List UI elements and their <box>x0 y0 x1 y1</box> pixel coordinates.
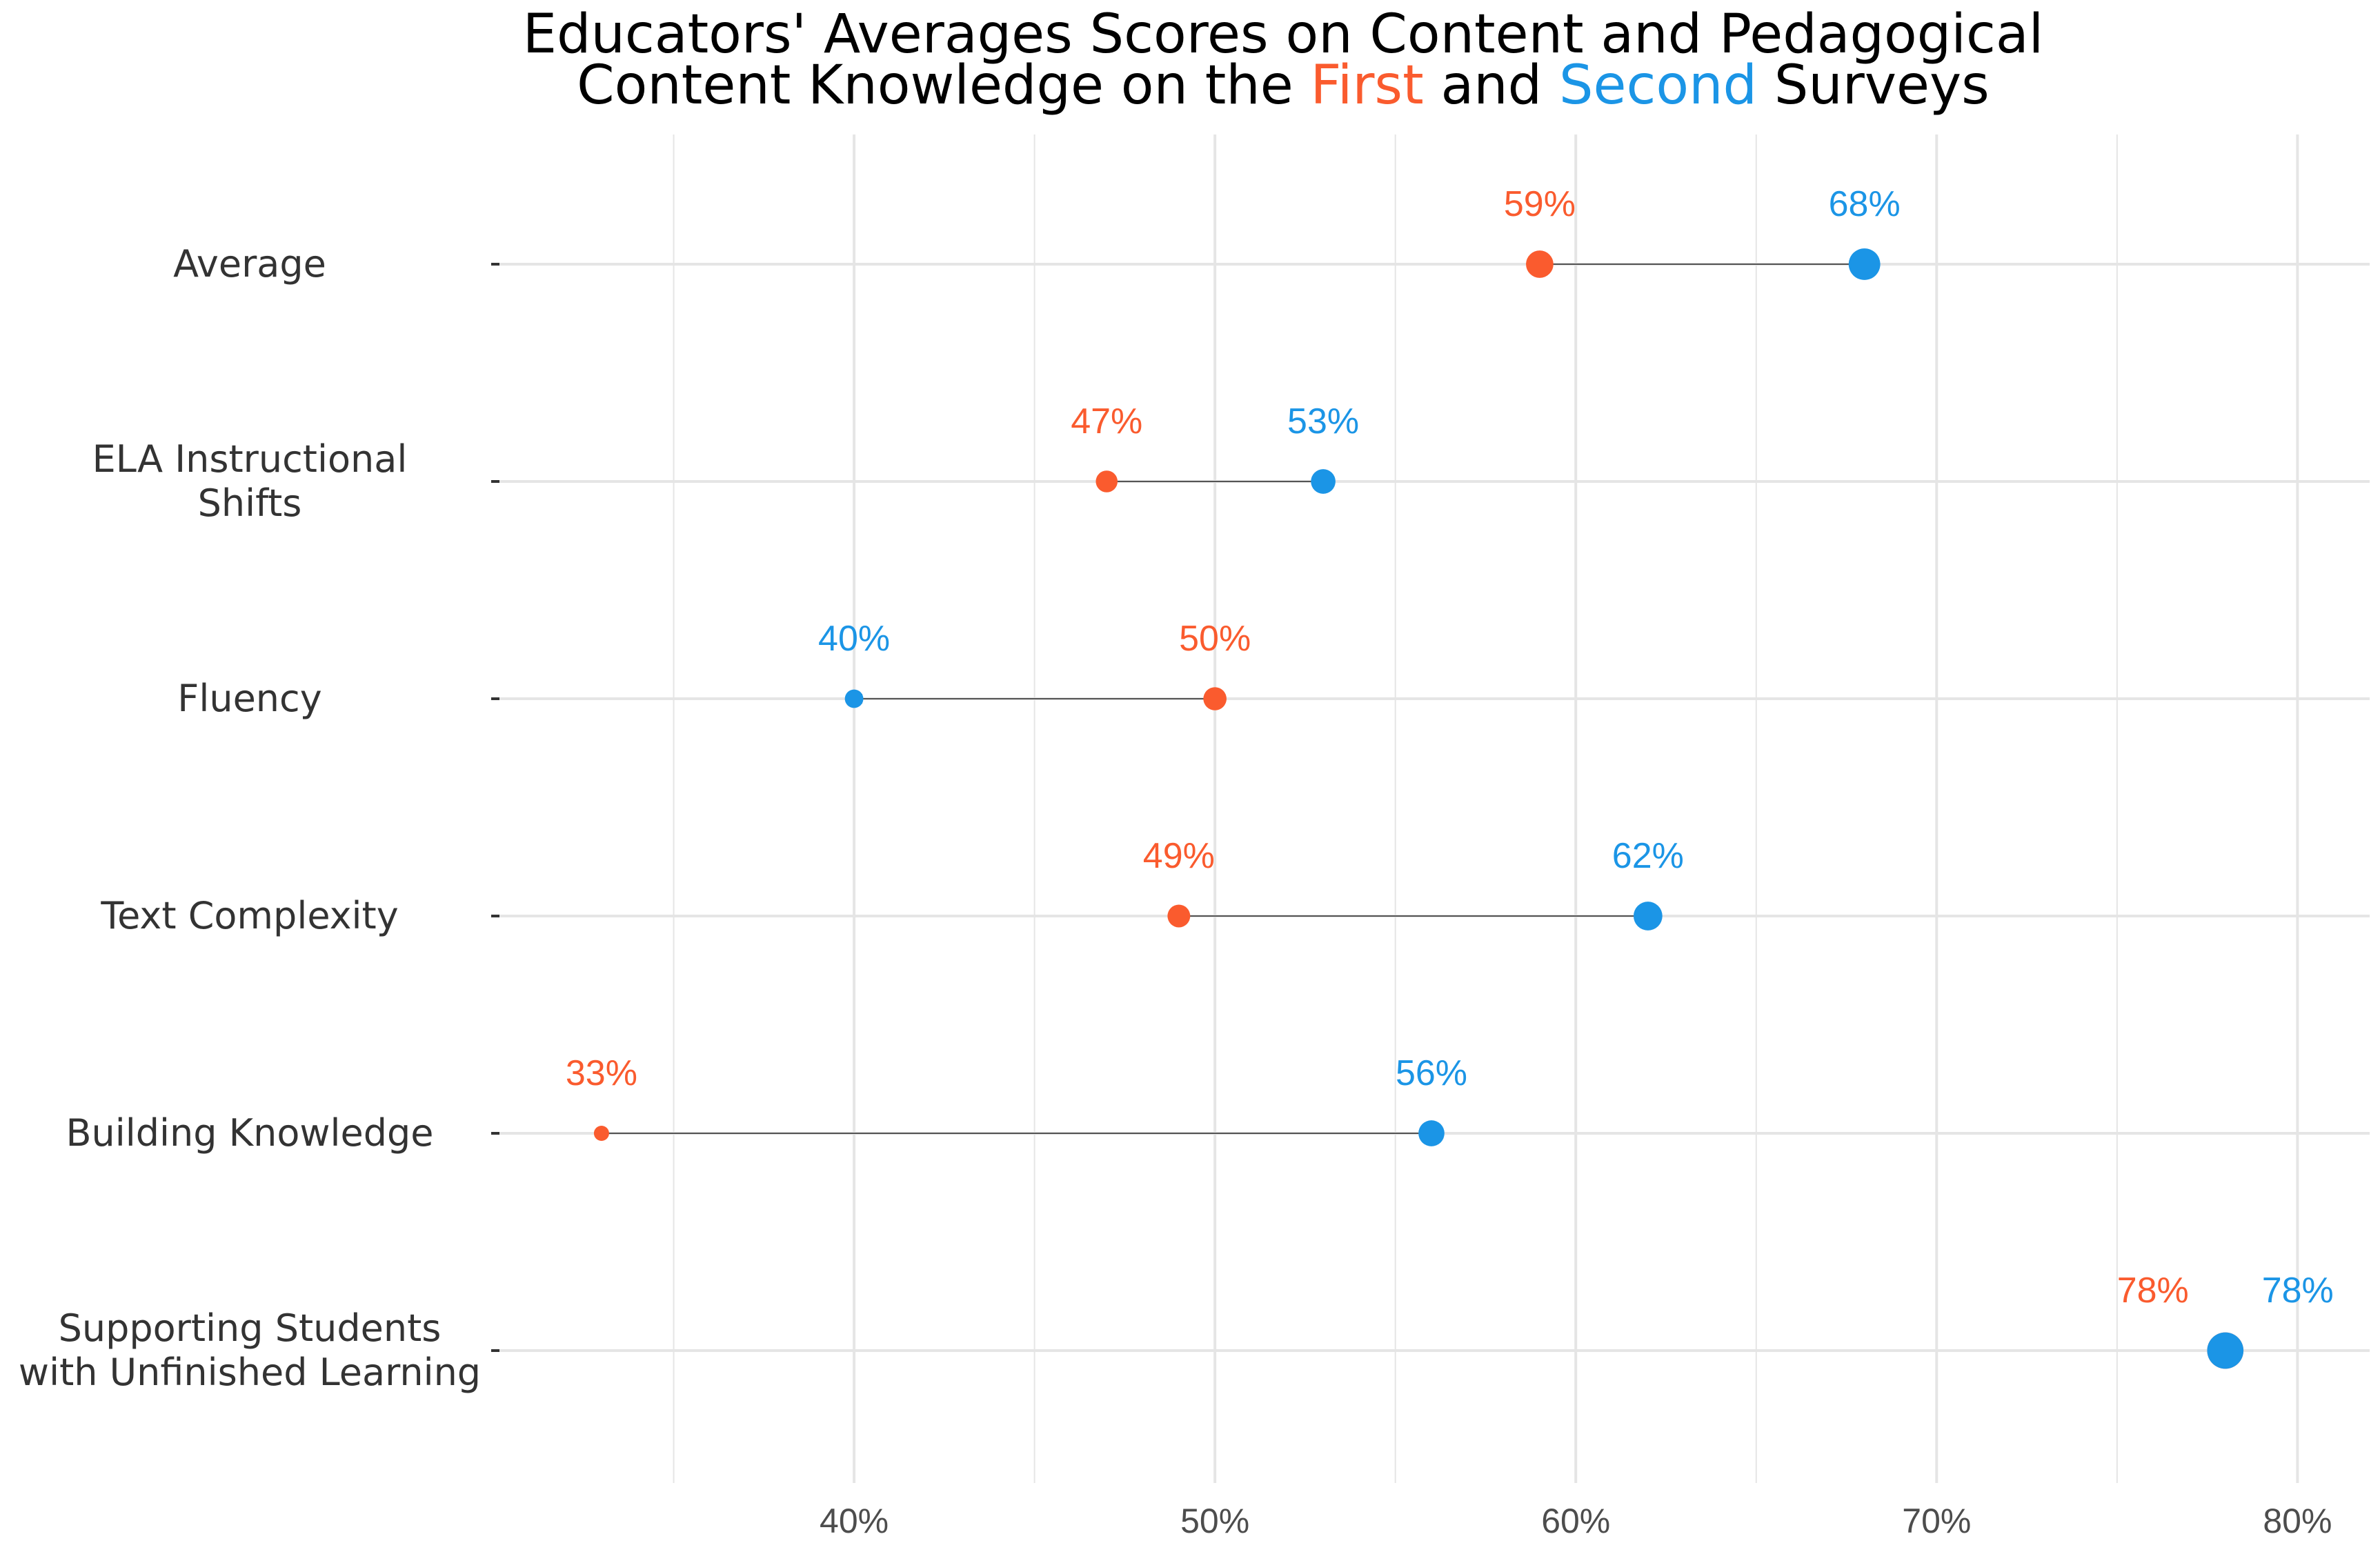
x-tick-label: 50% <box>1180 1502 1249 1540</box>
second-survey-point <box>1311 469 1336 494</box>
x-tick-label: 70% <box>1902 1502 1971 1540</box>
x-axis: 40% 50% 60% 70% 80% <box>820 1502 2332 1540</box>
category-label-line: Shifts <box>198 481 302 525</box>
second-survey-point <box>844 689 864 708</box>
second-value-label: 56% <box>1396 1053 1467 1093</box>
category-label: ELA Instructional Shifts <box>92 437 408 525</box>
first-value-label: 50% <box>1179 619 1251 659</box>
category-label: Fluency <box>177 677 321 720</box>
second-survey-point <box>1418 1120 1445 1146</box>
title-prefix: Content Knowledge on the <box>577 54 1310 117</box>
second-value-label: 40% <box>818 619 890 659</box>
x-tick-label: 80% <box>2263 1502 2332 1540</box>
first-value-label: 78% <box>2117 1271 2189 1311</box>
second-value-label: 62% <box>1612 836 1684 876</box>
second-value-label: 78% <box>2262 1271 2334 1311</box>
category-rows: Average 59% 68% ELA Instructional Shifts 47% 5… <box>19 184 2370 1394</box>
category-row: Fluency 50% 40% <box>177 619 2370 720</box>
title-middle: and <box>1424 54 1559 117</box>
first-value-label: 47% <box>1071 401 1142 441</box>
category-row: Average 59% 68% <box>173 184 2370 286</box>
category-label: Text Complexity <box>100 894 398 937</box>
category-label: Supporting Students with Unfinished Learn… <box>19 1306 481 1394</box>
category-label: Building Knowledge <box>66 1111 433 1155</box>
title-second-word: Second <box>1559 54 1757 117</box>
first-value-label: 33% <box>566 1053 637 1093</box>
category-label-line: Building Knowledge <box>66 1111 433 1155</box>
category-row: Text Complexity 49% 62% <box>100 836 2370 937</box>
chart-title-line2: Content Knowledge on the First and Secon… <box>577 54 1990 117</box>
second-value-label: 53% <box>1287 401 1359 441</box>
second-survey-point <box>1848 248 1881 280</box>
second-survey-point <box>2207 1332 2244 1369</box>
first-survey-point <box>593 1125 609 1142</box>
category-label: Average <box>173 242 326 286</box>
grid <box>673 135 2299 1483</box>
first-survey-point <box>1526 250 1554 278</box>
category-label-line: with Unfinished Learning <box>19 1351 481 1394</box>
category-label-line: Supporting Students <box>59 1306 442 1350</box>
title-first-word: First <box>1311 54 1424 117</box>
first-survey-point <box>1167 904 1191 928</box>
first-survey-point <box>1203 687 1227 710</box>
category-row: Supporting Students with Unfinished Learn… <box>19 1271 2370 1394</box>
second-survey-point <box>1633 902 1663 931</box>
category-label-line: Text Complexity <box>100 894 398 937</box>
category-row: ELA Instructional Shifts 47% 53% <box>92 401 2370 525</box>
first-value-label: 49% <box>1143 836 1215 876</box>
first-value-label: 59% <box>1504 184 1576 224</box>
x-tick-label: 60% <box>1541 1502 1610 1540</box>
title-suffix: Surveys <box>1757 54 1990 117</box>
first-survey-point <box>1095 470 1118 493</box>
category-label-line: Fluency <box>177 677 321 720</box>
second-value-label: 68% <box>1829 184 1901 224</box>
x-tick-label: 40% <box>820 1502 889 1540</box>
category-row: Building Knowledge 33% 56% <box>66 1053 2370 1155</box>
chart-title-line1: Educators' Averages Scores on Content an… <box>523 3 2044 66</box>
category-label-line: ELA Instructional <box>92 437 408 481</box>
category-label-line: Average <box>173 242 326 286</box>
